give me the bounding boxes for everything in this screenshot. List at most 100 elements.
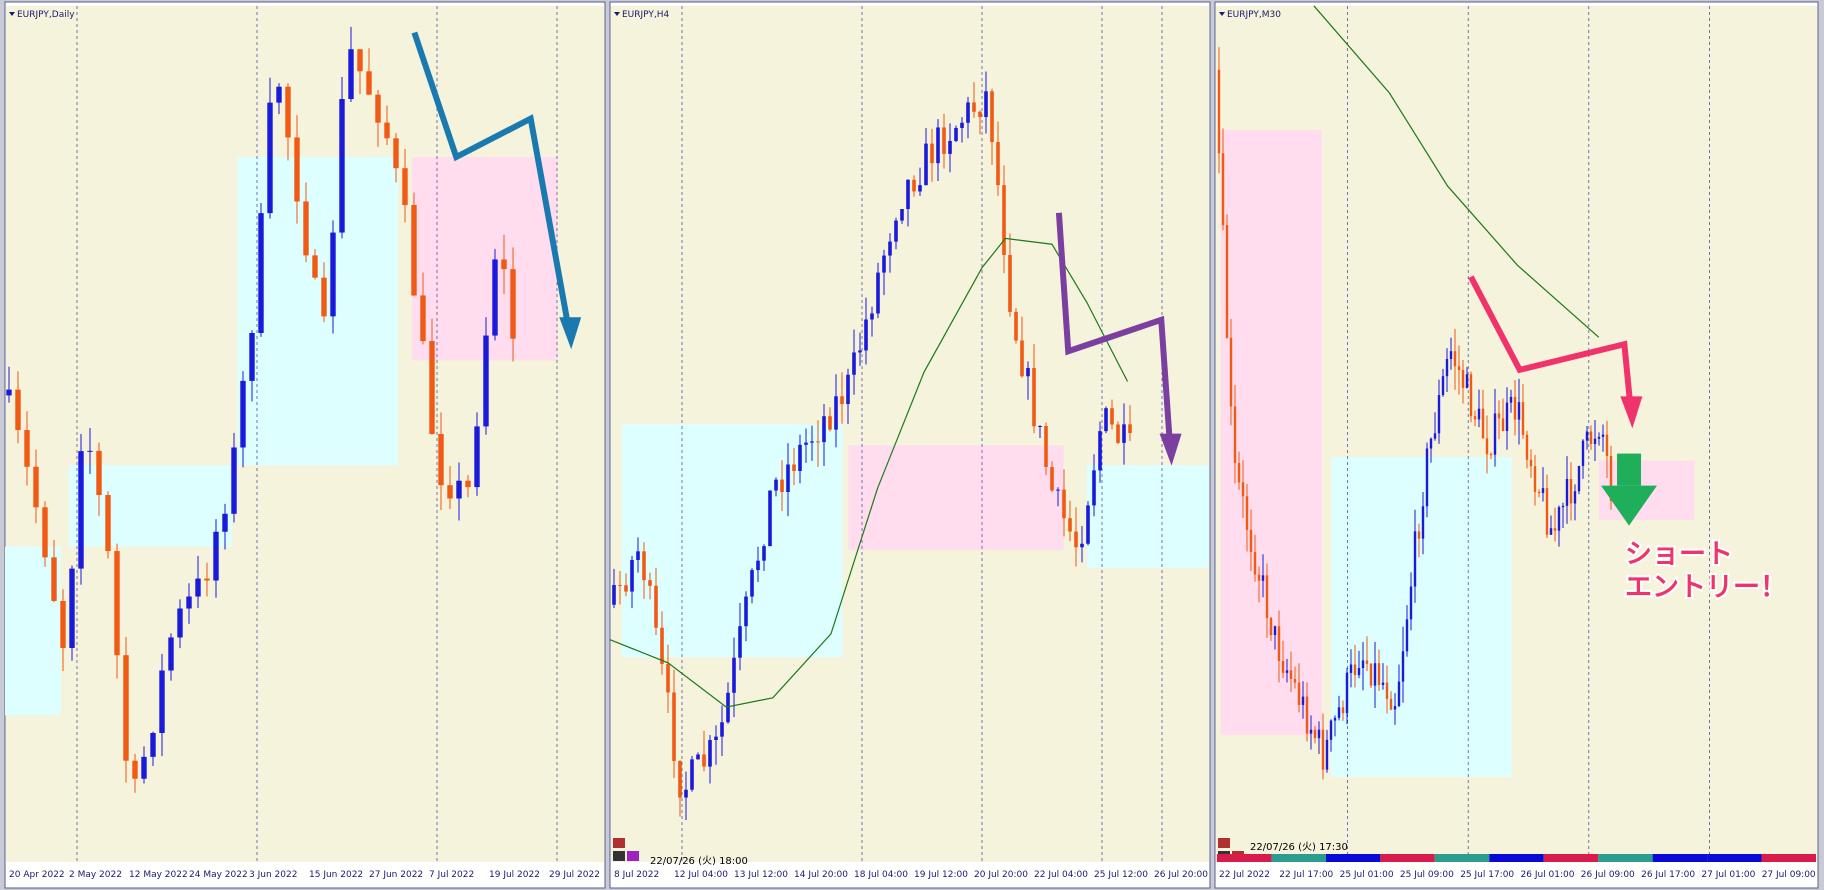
x-axis-label: 20 Apr 2022 (9, 870, 65, 880)
x-axis-label: 14 Jul 20:00 (794, 870, 848, 880)
candle-body (1273, 626, 1277, 636)
candle-body (1225, 225, 1229, 338)
x-axis-label: 26 Jul 01:00 (1521, 870, 1575, 880)
candle-body (150, 732, 156, 757)
candle-body (1441, 376, 1445, 396)
candle-body (411, 205, 417, 296)
candle-body (1541, 488, 1545, 494)
candle-body (1485, 438, 1489, 455)
x-axis-label: 25 Jul 01:00 (1340, 870, 1394, 880)
candle-body (69, 568, 75, 648)
candle-body (1265, 575, 1269, 618)
candle-body (1313, 729, 1317, 739)
session-strip (1380, 854, 1435, 862)
candle-body (105, 494, 111, 552)
trend-arrow (411, 31, 574, 338)
candle-body (285, 86, 291, 138)
candle-body (1481, 408, 1485, 439)
candle-body (375, 94, 381, 123)
x-axis-label: 12 Jul 04:00 (674, 870, 728, 880)
zone (848, 445, 1064, 551)
annotation-line: ショート (1625, 539, 1733, 570)
candle-body (1062, 489, 1066, 519)
candle-body (840, 396, 844, 405)
candle-body (1128, 424, 1132, 434)
x-axis-label: 20 Jul 20:00 (974, 870, 1028, 880)
candle-body (900, 209, 904, 221)
arrow-head (1159, 433, 1182, 466)
candle-body (51, 557, 57, 601)
candle-body (1289, 670, 1293, 680)
candle-body (1393, 706, 1397, 710)
candle-body (483, 335, 489, 427)
candle-body (1533, 466, 1537, 492)
candle-body (33, 466, 39, 508)
candle-body (339, 99, 345, 233)
candle-body (1217, 69, 1221, 154)
candle-body (684, 789, 688, 798)
candle-body (303, 201, 309, 256)
candle-body (294, 137, 300, 202)
candle-body (186, 596, 192, 609)
candle-body (1505, 402, 1509, 431)
candle-body (1573, 491, 1577, 504)
candle-body (501, 259, 507, 270)
candle-body (1605, 434, 1609, 456)
chart-panel: 8 Jul 2022 12 Jul 04:00 13 Jul 12:00 14 Jul… (609, 1, 1211, 889)
candle-body (816, 441, 820, 443)
candle-body (924, 143, 928, 186)
chart-panel: 20 Apr 2022 2 May 2022 12 May 2022 24 May 2… (4, 1, 606, 889)
candle-body (696, 754, 700, 760)
candle-body (768, 490, 772, 547)
candle-body (393, 138, 399, 169)
candle-body (1104, 408, 1108, 432)
candle-body (258, 213, 264, 333)
x-axis-label: 27 Jun 2022 (369, 870, 423, 880)
candle-body (936, 127, 940, 164)
candle-body (1401, 651, 1405, 682)
candle-body (882, 255, 886, 273)
candle-body (1056, 489, 1060, 491)
candle-body (1261, 575, 1265, 581)
candle-body (1525, 434, 1529, 460)
candle-body (1317, 729, 1321, 739)
candle-body (954, 127, 958, 141)
candle-body (249, 332, 255, 381)
candle-body (159, 670, 165, 733)
candle-body (24, 430, 30, 467)
candle-body (780, 479, 784, 493)
candle-body (978, 111, 982, 118)
x-axis-label: 22 Jul 2022 (1219, 870, 1270, 880)
candle-body (1429, 438, 1433, 449)
session-strip (1761, 854, 1816, 862)
candle-body (1609, 455, 1613, 501)
session-strip (1652, 854, 1708, 862)
candle-body (1098, 431, 1102, 471)
candle-body (1585, 431, 1589, 441)
candle-body (1008, 255, 1012, 312)
candle-body (672, 692, 676, 761)
candle-body (618, 584, 622, 586)
zone (1331, 457, 1512, 777)
candle-body (438, 433, 444, 486)
x-axis-label: 29 Jul 2022 (549, 870, 600, 880)
x-axis-label: 7 Jul 2022 (429, 870, 474, 880)
candle-body (906, 179, 910, 210)
candle-body (798, 444, 802, 471)
candle-body (750, 570, 754, 597)
session-strip (1489, 854, 1544, 862)
candle-body (1293, 679, 1297, 683)
x-axis-label: 15 Jun 2022 (309, 870, 363, 880)
candle-body (1501, 418, 1505, 431)
candle-body (492, 259, 498, 336)
candle-body (1353, 664, 1357, 676)
candle-body (1521, 402, 1525, 435)
candle-body (1110, 408, 1114, 425)
candle-body (78, 451, 84, 569)
candle-body (846, 374, 850, 405)
candle-body (1497, 413, 1501, 419)
symbol-label: EURJPY,H4 (622, 10, 670, 20)
candle-body (420, 295, 426, 342)
candle-body (276, 86, 282, 103)
candle-body (1281, 661, 1285, 673)
